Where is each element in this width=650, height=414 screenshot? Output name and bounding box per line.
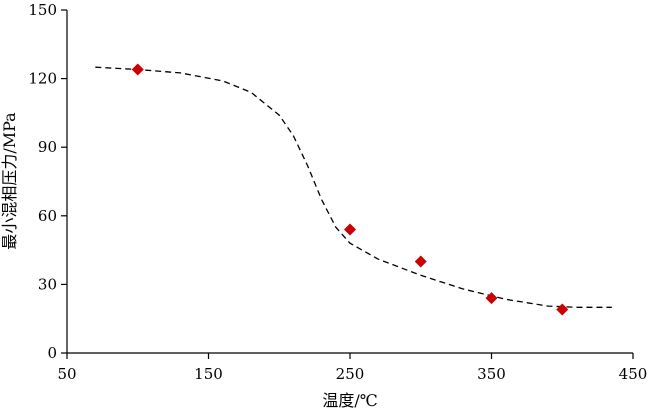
axes: [66, 10, 633, 354]
y-tick-label: 0: [47, 344, 57, 362]
x-tick-label: 350: [477, 365, 506, 383]
data-point: [556, 303, 569, 316]
y-tick-label: 30: [38, 275, 57, 293]
data-point: [344, 223, 356, 236]
x-tick-label: 150: [194, 365, 223, 383]
y-tick-label: 90: [38, 138, 57, 156]
y-tick-label: 150: [28, 1, 57, 19]
data-points: [131, 63, 569, 316]
x-tick-label: 450: [619, 365, 648, 383]
y-tick-label: 120: [28, 70, 57, 88]
y-ticks: 0 30 60 90 120 150: [28, 1, 67, 362]
data-point: [485, 292, 498, 305]
data-point: [414, 255, 427, 268]
data-point: [131, 63, 144, 76]
x-tick-label: 250: [336, 365, 365, 383]
x-axis-title: 温度/℃: [322, 391, 377, 410]
y-tick-label: 60: [38, 207, 57, 225]
x-ticks: 50 150 250 350 450: [57, 353, 647, 383]
y-axis-title: 最小混相压力/MPa: [0, 112, 19, 250]
x-tick-label: 50: [57, 365, 76, 383]
fit-curve: [95, 66, 612, 308]
